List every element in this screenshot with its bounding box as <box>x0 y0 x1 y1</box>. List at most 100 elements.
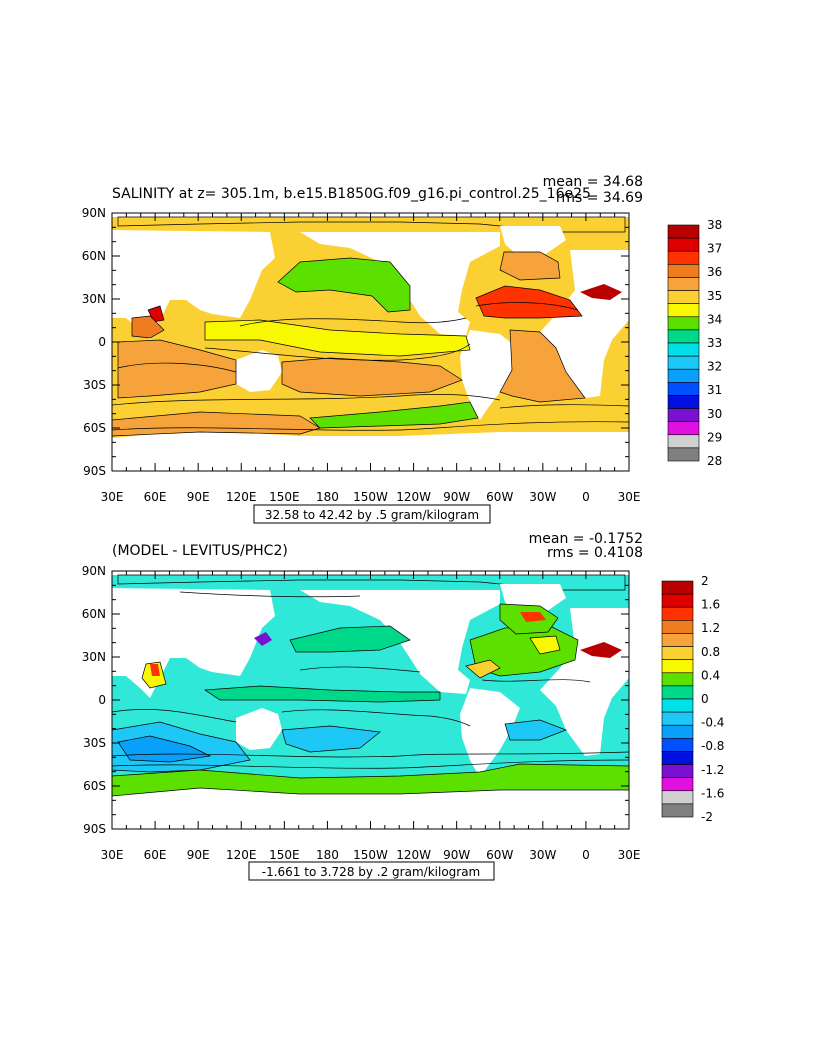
panel1-land-southamerica <box>460 330 520 420</box>
x-tick-label: 30E <box>618 490 641 504</box>
colorbar-label: -0.4 <box>701 716 724 730</box>
colorbar-swatch <box>661 698 694 713</box>
colorbar-swatch <box>667 264 700 278</box>
panel-difference: mean = -0.1752 rms = 0.4108 (MODEL - LEV… <box>82 531 724 881</box>
panel1-colorbar: 38 37 36 35 34 33 32 31 30 29 28 <box>667 218 722 468</box>
colorbar-swatch <box>661 790 694 805</box>
panel2-ticks <box>111 570 630 830</box>
x-tick-label: 60E <box>144 490 167 504</box>
panel2-y-axis: 90N 60N 30N 0 30S 60S 90S <box>82 564 106 836</box>
colorbar-swatch <box>661 580 694 595</box>
colorbar-label: 0.4 <box>701 668 720 682</box>
colorbar-swatch <box>661 777 694 792</box>
panel2-region-northpacific <box>289 625 411 653</box>
colorbar-label: 1.6 <box>701 598 720 612</box>
colorbar-swatch <box>667 342 700 357</box>
colorbar-label: 0 <box>701 692 709 706</box>
panel1-range-label: 32.58 to 42.42 by .5 gram/kilogram <box>265 508 479 522</box>
x-tick-label: 0 <box>582 848 590 862</box>
panel1-region-acc <box>309 401 479 429</box>
panel2-region-southpacific-blue <box>281 725 381 753</box>
panel1-land-antarctica <box>112 430 629 471</box>
panel2-land-southamerica <box>460 688 520 778</box>
x-tick-label: 120E <box>226 848 257 862</box>
y-tick-label: 60N <box>82 607 106 621</box>
y-tick-label: 90S <box>83 822 106 836</box>
x-tick-label: 60W <box>486 490 513 504</box>
y-tick-label: 0 <box>98 335 106 349</box>
x-tick-label: 30W <box>529 848 556 862</box>
y-tick-label: 0 <box>98 693 106 707</box>
x-tick-label: 150E <box>269 848 300 862</box>
colorbar-label: 34 <box>707 312 722 326</box>
panel2-map <box>112 571 629 829</box>
panel2-region-redsea-core <box>150 664 160 676</box>
x-tick-label: 150W <box>353 848 388 862</box>
panel2-stat-rms: rms = 0.4108 <box>547 545 643 561</box>
panel2-stat-mean: mean = -0.1752 <box>529 531 643 547</box>
colorbar-swatch <box>661 751 694 765</box>
y-tick-label: 90N <box>82 206 106 220</box>
colorbar-label: 37 <box>707 242 722 256</box>
panel2-region-mediterranean <box>580 642 622 658</box>
colorbar-swatch <box>667 395 700 409</box>
colorbar-swatch <box>667 408 700 422</box>
colorbar-swatch <box>667 303 700 318</box>
colorbar-label: 29 <box>707 430 722 444</box>
colorbar-swatch <box>667 277 700 291</box>
panel1-region-indian <box>117 339 237 399</box>
panel1-region-atlantic <box>499 329 586 403</box>
panel1-title: SALINITY at z= 305.1m, b.e15.B1850G.f09_… <box>112 186 591 202</box>
panel2-region-southatlantic <box>504 719 567 741</box>
panel1-stat-rms: rms = 34.69 <box>556 190 643 206</box>
colorbar-swatch <box>661 738 694 752</box>
panel1-region-mediterranean <box>580 284 622 300</box>
x-tick-label: 90W <box>443 848 470 862</box>
panel1-region-northsea <box>499 251 561 281</box>
panel2-region-japansea <box>254 632 272 646</box>
panel-salinity: mean = 34.68 rms = 34.69 SALINITY at z= … <box>82 174 722 524</box>
colorbar-swatch <box>667 421 700 436</box>
x-tick-label: 90E <box>187 848 210 862</box>
colorbar-swatch <box>661 620 694 634</box>
panel2-x-axis: 30E 60E 90E 120E 150E 180 150W 120W 90W 60W 30W 0 30… <box>101 848 641 862</box>
y-tick-label: 90N <box>82 564 106 578</box>
colorbar-label: 30 <box>707 407 722 421</box>
colorbar-swatch <box>661 685 694 700</box>
panel1-region-southern <box>112 411 321 437</box>
colorbar-swatch <box>661 711 694 726</box>
y-tick-label: 30N <box>82 292 106 306</box>
panel2-range-label: -1.661 to 3.728 by .2 gram/kilogram <box>262 865 481 879</box>
x-tick-label: 30E <box>101 848 124 862</box>
colorbar-swatch <box>661 803 694 818</box>
colorbar-label: 31 <box>707 383 722 397</box>
panel2-region-southern-green <box>112 763 629 797</box>
x-tick-label: 60W <box>486 848 513 862</box>
colorbar-label: 32 <box>707 360 722 374</box>
x-tick-label: 120E <box>226 490 257 504</box>
colorbar-label: 0.8 <box>701 645 720 659</box>
x-tick-label: 120W <box>396 848 431 862</box>
colorbar-label: 2 <box>701 574 709 588</box>
panel2-contours <box>112 591 629 769</box>
panel2-range-box <box>248 861 495 881</box>
panel2-region-equatorial <box>203 685 441 703</box>
panel1-land-australia <box>236 350 282 392</box>
colorbar-swatch <box>661 724 694 739</box>
colorbar-swatch <box>667 368 700 383</box>
panel2-region-labrador-core <box>520 612 546 622</box>
colorbar-swatch <box>667 434 700 449</box>
colorbar-swatch <box>667 250 700 265</box>
colorbar-label: -2 <box>701 810 713 824</box>
colorbar-label: -1.2 <box>701 763 724 777</box>
x-tick-label: 30W <box>529 490 556 504</box>
y-tick-label: 30S <box>83 378 106 392</box>
colorbar-label: 35 <box>707 289 722 303</box>
panel1-land-greenland <box>500 226 566 258</box>
panel1-range-box <box>253 504 491 524</box>
x-tick-label: 90E <box>187 490 210 504</box>
colorbar-swatch <box>667 355 700 370</box>
colorbar-swatch <box>661 672 694 687</box>
colorbar-label: 33 <box>707 336 722 350</box>
